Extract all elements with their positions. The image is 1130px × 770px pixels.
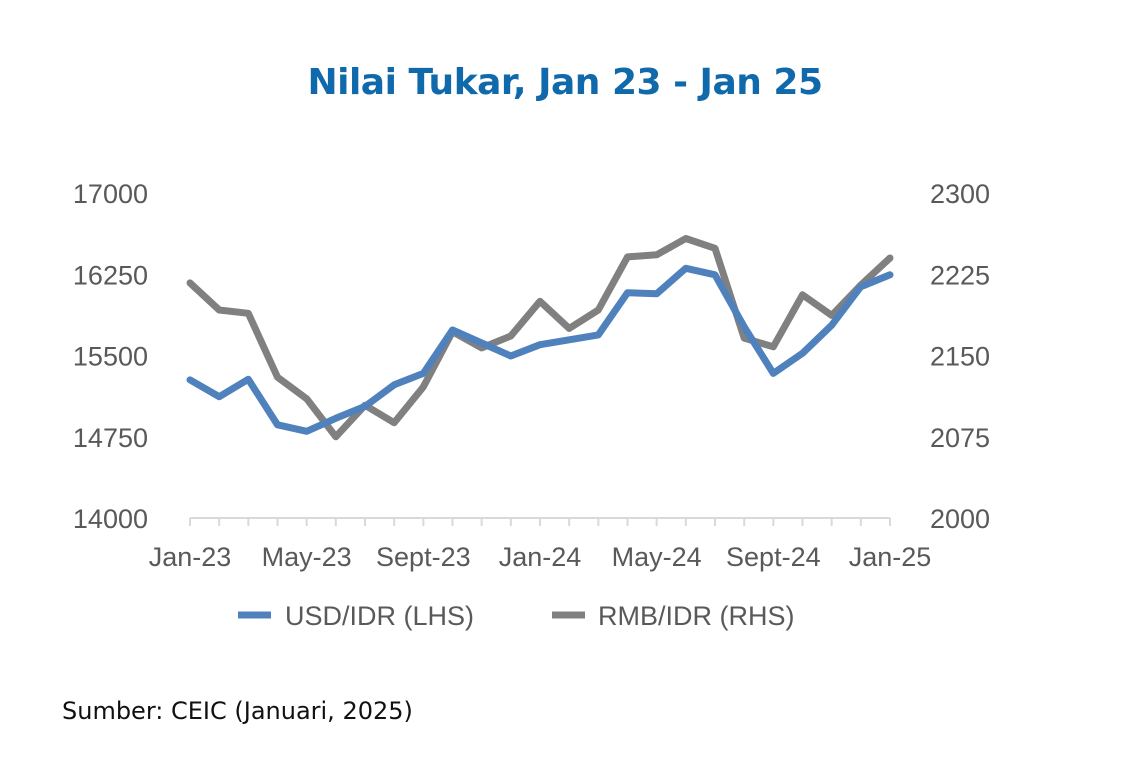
legend-label: USD/IDR (LHS): [285, 601, 474, 631]
x-tick-label: Jan-25: [849, 542, 932, 572]
series-line-usd-idr: [186, 264, 894, 435]
x-tick-label: Jan-24: [499, 542, 582, 572]
y-right-tick-label: 2150: [930, 342, 990, 372]
series-line-rmb-idr: [186, 235, 894, 441]
y-left-tick-label: 16250: [73, 260, 148, 290]
x-tick-label: May-23: [262, 542, 352, 572]
legend-label: RMB/IDR (RHS): [598, 601, 795, 631]
chart-title: Nilai Tukar, Jan 23 - Jan 25: [307, 62, 823, 103]
y-right-tick-label: 2300: [930, 179, 990, 209]
y-right-tick-label: 2225: [930, 260, 990, 290]
y-right-tick-label: 2000: [930, 504, 990, 534]
x-tick-label: Sept-23: [376, 542, 471, 572]
y-left-tick-label: 17000: [73, 179, 148, 209]
y-left-tick-label: 14750: [73, 423, 148, 453]
y-right-tick-label: 2075: [930, 423, 990, 453]
y-left-tick-label: 15500: [73, 342, 148, 372]
source-note: Sumber: CEIC (Januari, 2025): [62, 697, 413, 725]
x-tick-label: Sept-24: [726, 542, 821, 572]
y-left-tick-label: 14000: [73, 504, 148, 534]
x-tick-label: May-24: [612, 542, 702, 572]
x-tick-label: Jan-23: [149, 542, 232, 572]
